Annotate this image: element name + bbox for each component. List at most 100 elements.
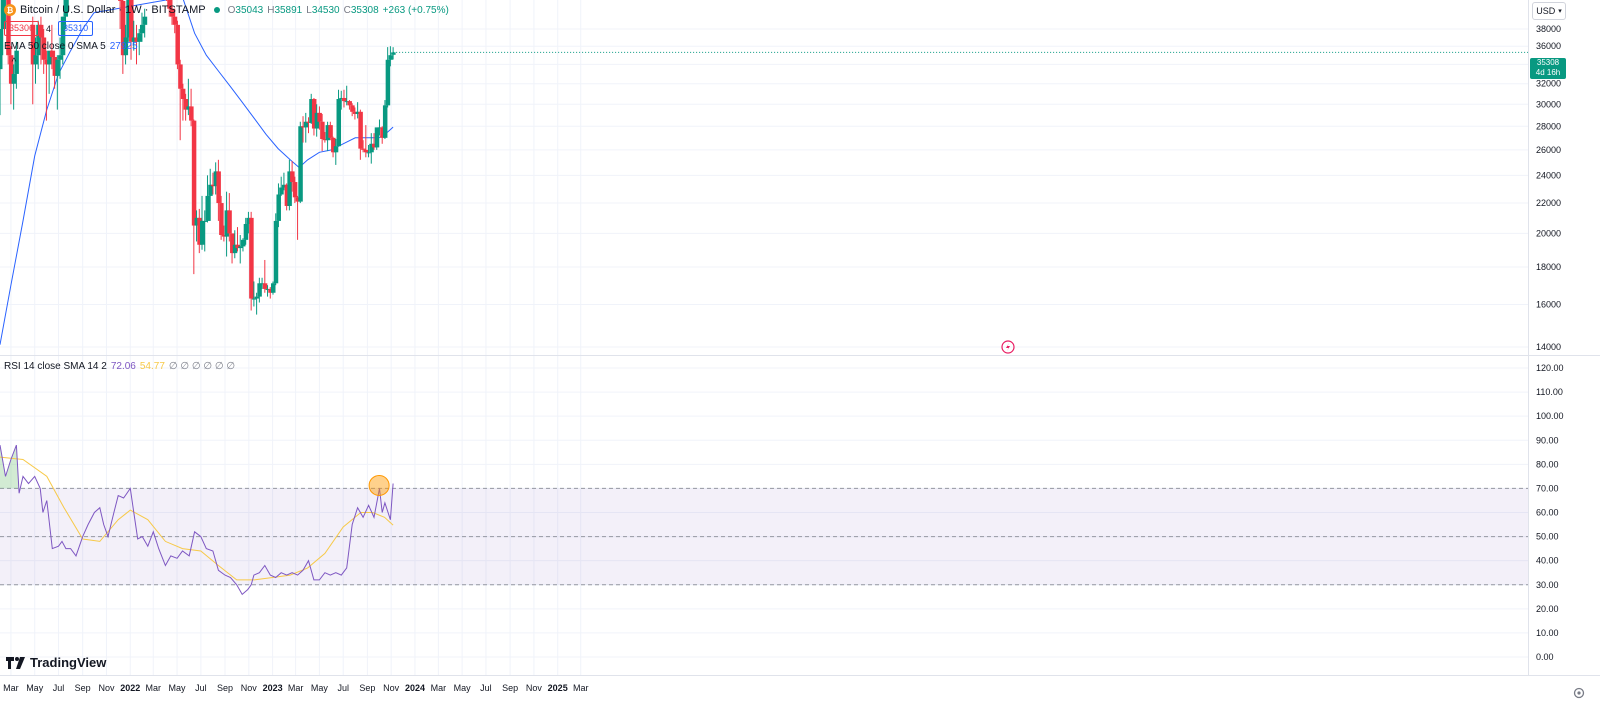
- rsi-axis-label: 90.00: [1536, 435, 1559, 445]
- candle-body: [325, 125, 331, 141]
- time-axis-label: Jul: [337, 683, 349, 693]
- candle: [0, 0, 6, 56]
- gear-icon[interactable]: [1572, 686, 1586, 700]
- candle: [268, 287, 273, 299]
- candle: [183, 93, 189, 121]
- candle: [129, 0, 134, 60]
- market-status-icon: [213, 7, 220, 13]
- ema-legend[interactable]: EMA 50 close 0 SMA 5 27925: [4, 41, 138, 52]
- buy-button[interactable]: 35310: [58, 21, 94, 36]
- candle: [251, 281, 257, 307]
- last-price-label: 35308 4d 16h: [1530, 58, 1566, 79]
- candle: [257, 277, 262, 303]
- candle: [139, 12, 145, 42]
- candle: [273, 213, 279, 286]
- ohlc-close: C35308: [343, 4, 379, 16]
- last-price-value: 35308: [1536, 58, 1560, 67]
- candle: [298, 121, 303, 204]
- rsi-sma-value: 54.77: [139, 361, 165, 372]
- candle: [210, 172, 216, 195]
- candle: [262, 259, 268, 293]
- candle-body: [200, 220, 205, 245]
- candle-body: [14, 50, 19, 74]
- candle-body: [333, 146, 339, 153]
- candle: [336, 89, 342, 147]
- candle: [224, 191, 230, 257]
- candle-body: [298, 126, 303, 202]
- tradingview-logo[interactable]: TradingView: [6, 655, 106, 670]
- candle-body: [358, 111, 363, 149]
- candle-body: [388, 55, 393, 60]
- rsi-overbought-fill: [0, 445, 20, 489]
- candle: [142, 8, 148, 38]
- candle: [167, 0, 172, 17]
- candle-body: [36, 24, 41, 56]
- ohlc-low: L34530: [306, 4, 340, 16]
- candle-body: [47, 50, 52, 65]
- candle: [191, 119, 197, 275]
- candle: [134, 24, 139, 65]
- candle: [352, 107, 358, 120]
- time-axis-label: May: [454, 683, 472, 693]
- candle: [311, 97, 317, 136]
- candle-body: [352, 111, 358, 114]
- candle-body: [254, 296, 260, 299]
- candle: [67, 0, 69, 13]
- candle-body: [314, 112, 320, 129]
- candle-body: [249, 217, 254, 299]
- candle-body: [262, 283, 268, 289]
- price-axis-label: 30000: [1536, 99, 1561, 109]
- candle: [216, 159, 221, 221]
- candle-body: [142, 16, 148, 25]
- rsi-axis-label: 10.00: [1536, 628, 1559, 638]
- candle-body: [372, 143, 377, 148]
- candle: [333, 139, 339, 165]
- candle-body: [265, 288, 271, 290]
- candle-body: [240, 239, 246, 247]
- candle-body: [382, 105, 388, 138]
- ema-label: EMA 50 close 0 SMA 5: [4, 41, 106, 52]
- candle: [219, 195, 224, 240]
- candle: [0, 29, 3, 116]
- candle: [38, 16, 44, 65]
- candle-body: [271, 283, 276, 293]
- candle-body: [287, 171, 292, 206]
- chevron-down-icon: ▾: [1558, 8, 1562, 15]
- symbol-title[interactable]: Bitcoin / U.S. Dollar · 1W · BITSTAMP: [20, 4, 206, 16]
- rsi-empty-values: ∅ ∅ ∅ ∅ ∅ ∅: [168, 361, 236, 372]
- candle-body: [276, 194, 281, 221]
- rsi-legend[interactable]: RSI 14 close SMA 14 2 72.06 54.77 ∅ ∅ ∅ …: [4, 361, 235, 372]
- sell-button[interactable]: 35306: [4, 21, 40, 36]
- currency-selector[interactable]: USD ▾: [1532, 2, 1566, 20]
- candle-body: [377, 127, 382, 129]
- candle-body: [120, 0, 126, 56]
- candle: [8, 46, 14, 105]
- price-axis-label: 28000: [1536, 121, 1561, 131]
- candle: [30, 16, 36, 105]
- candle-body: [268, 288, 273, 293]
- price-axis-label: 38000: [1536, 24, 1561, 34]
- rsi-axis-label: 30.00: [1536, 580, 1559, 590]
- symbol-legend: ₿ Bitcoin / U.S. Dollar · 1W · BITSTAMP …: [4, 4, 449, 16]
- candle-body: [11, 73, 17, 84]
- candle-body: [123, 37, 129, 56]
- candle-body: [336, 99, 342, 147]
- time-axis-label: Jul: [480, 683, 492, 693]
- candle-body: [306, 121, 311, 123]
- candle-body: [363, 149, 369, 153]
- candle: [249, 211, 254, 311]
- candle-body: [183, 99, 189, 110]
- price-axis-label: 16000: [1536, 299, 1561, 309]
- candle: [221, 225, 227, 242]
- candle-body: [0, 0, 6, 29]
- chevron-up-icon[interactable]: ^: [11, 56, 17, 68]
- rsi-value: 72.06: [110, 361, 136, 372]
- candle-body: [361, 148, 366, 150]
- candle-body: [52, 57, 58, 76]
- candle-body: [49, 50, 55, 58]
- candle-body: [41, 37, 47, 60]
- rsi-label: RSI 14 close SMA 14 2: [4, 361, 107, 372]
- price-axis-label: 20000: [1536, 228, 1561, 238]
- ohlc-high: H35891: [267, 4, 303, 16]
